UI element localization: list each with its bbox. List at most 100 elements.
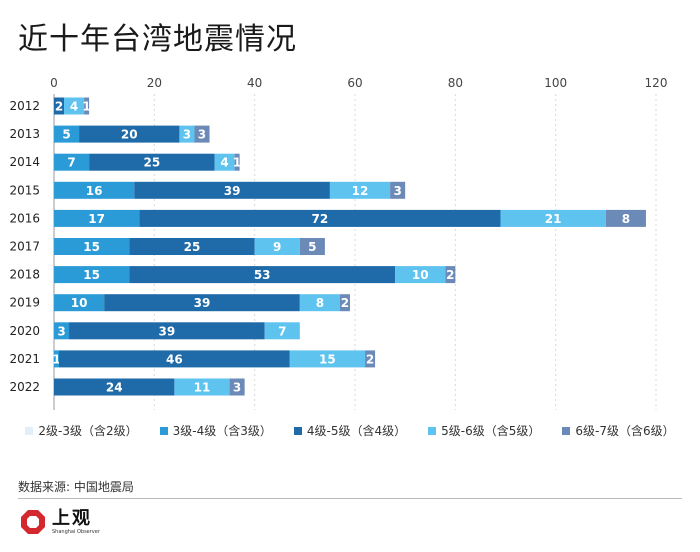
bar-segment [299,238,325,255]
bar-segment [129,266,396,284]
bar-segment [329,181,391,199]
y-category-label: 2017 [9,240,40,254]
bar-value-label: 1 [52,352,60,366]
bar-value-label: 1 [82,100,90,114]
bar-value-label: 3 [198,128,206,142]
bar-segment [179,125,195,143]
bar-segment [64,97,85,115]
bar-segment [54,294,105,312]
bar-value-label: 21 [545,212,562,226]
x-tick-label: 120 [645,76,668,90]
bar-segment [605,209,646,227]
legend-label: 3级-4级（含3级） [172,424,272,438]
bar-value-label: 2 [446,268,454,282]
bar-segment [214,153,235,171]
bar-value-label: 1 [233,156,241,170]
bar-segment [54,209,140,227]
bar-value-label: 10 [71,296,88,310]
bar-segment [54,322,70,340]
legend-swatch [293,426,302,435]
bar-segment [104,294,300,312]
bar-segment [69,322,265,340]
bar-value-label: 25 [143,156,160,170]
bar-value-label: 39 [224,184,241,198]
bar-value-label: 3 [233,381,241,395]
bar-segment [234,153,240,171]
bar-segment [54,125,80,143]
bar-value-label: 5 [308,240,316,254]
legend-label: 5级-6级（含5级） [441,424,541,438]
brand-tagline: Shanghai Observer [52,528,100,535]
bar-value-label: 9 [273,240,281,254]
x-tick-label: 80 [448,76,463,90]
bar-value-label: 15 [83,240,100,254]
bar-segment [54,378,175,396]
legend-label: 6级-7级（含6级） [575,424,675,438]
bar-value-label: 24 [106,381,123,395]
bar-value-label: 39 [194,296,211,310]
chart-title: 近十年台湾地震情况 [18,22,297,57]
bar-value-label: 3 [183,128,191,142]
brand-name: 上观 [52,507,92,529]
legend-item: 3级-4级（含3级） [159,422,272,439]
legend-item: 6级-7级（含6级） [562,422,675,439]
legend-swatch [25,426,34,435]
x-tick-label: 40 [247,76,262,90]
y-category-label: 2014 [9,155,40,169]
bar-value-label: 3 [393,184,401,198]
y-category-label: 2020 [9,324,40,338]
bar-value-label: 2 [55,100,63,114]
x-tick-label: 0 [50,76,58,90]
bar-segment [229,378,245,396]
legend-item: 2级-3级（含2级） [25,422,138,439]
bar-value-label: 2 [366,352,374,366]
y-category-label: 2018 [9,268,40,282]
bar-segment [194,125,210,143]
y-category-label: 2013 [9,127,40,141]
legend-swatch [562,426,571,435]
bar-value-label: 46 [166,352,183,366]
bar-segment [54,97,65,115]
bar-segment [390,181,406,199]
bar-value-label: 8 [316,296,324,310]
bar-value-label: 16 [86,184,103,198]
chart-legend: 2级-3级（含2级） 3级-4级（含3级） 4级-5级（含4级） 5级-6级（含5级）… [0,422,700,439]
bar-segment [445,266,456,284]
x-tick-label: 60 [347,76,362,90]
brand-logo: 上观 Shanghai Observer [20,509,100,535]
bar-segment [59,350,290,368]
bar-value-label: 15 [83,268,100,282]
brand-octagon-icon [21,510,45,534]
bar-segment [89,153,215,171]
source-note: 数据来源: 中国地震局 [18,480,134,494]
y-category-label: 2022 [9,380,40,394]
bar-value-label: 72 [312,212,329,226]
bar-segment [79,125,180,143]
y-category-label: 2019 [9,296,40,310]
bar-value-label: 17 [88,212,105,226]
y-category-label: 2015 [9,183,40,197]
bar-value-label: 11 [194,381,211,395]
bar-value-label: 4 [70,100,78,114]
bar-segment [365,350,376,368]
bar-value-label: 2 [341,296,349,310]
bar-value-label: 53 [254,268,271,282]
bar-value-label: 4 [220,156,228,170]
bar-value-label: 8 [622,212,630,226]
bar-segment [500,209,606,227]
legend-item: 4级-5级（含4级） [293,422,406,439]
bar-segment [54,181,135,199]
bar-segment [395,266,446,284]
bar-segment [134,181,330,199]
bar-value-label: 3 [57,324,65,338]
bar-segment [54,266,130,284]
legend-swatch [428,426,437,435]
bar-value-label: 7 [67,156,75,170]
bar-value-label: 39 [159,324,176,338]
bar-segment [174,378,230,396]
bar-value-label: 15 [319,352,336,366]
legend-label: 2级-3级（含2级） [38,424,138,438]
bar-value-label: 20 [121,128,138,142]
footer-divider [18,498,682,499]
